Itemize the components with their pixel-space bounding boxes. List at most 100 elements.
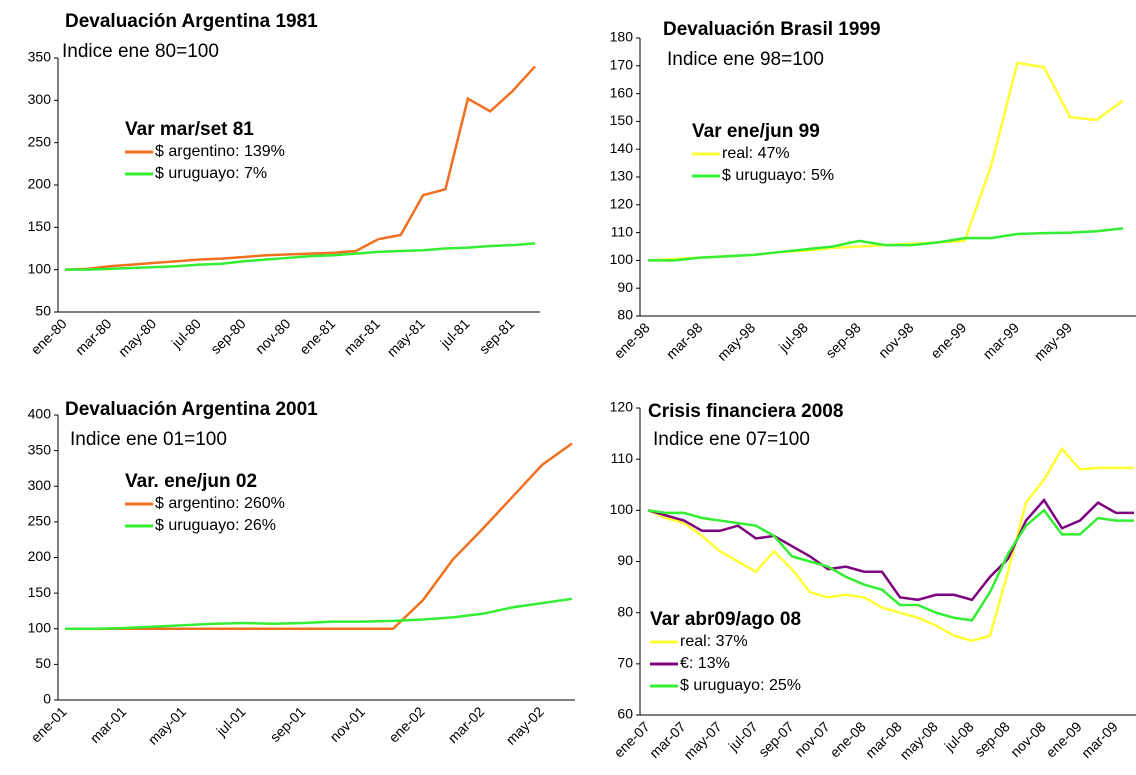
y-tick-label: 150 (28, 584, 52, 600)
x-tick-label: ene-80 (28, 315, 70, 357)
y-tick-label: 400 (28, 406, 52, 422)
y-tick-label: 250 (28, 133, 52, 149)
y-tick-label: 130 (610, 168, 634, 184)
y-tick-label: 50 (35, 303, 51, 319)
x-tick-label: sep-07 (755, 718, 797, 760)
series-line (65, 242, 536, 271)
x-tick-label: ene-01 (28, 703, 70, 745)
x-tick-label: sep-81 (476, 315, 518, 357)
x-tick-label: may-01 (145, 703, 189, 747)
x-tick-label: jul-81 (436, 315, 472, 351)
y-tick-label: 120 (610, 196, 634, 212)
series-line (64, 65, 536, 271)
series-line (647, 61, 1124, 262)
legend-label: real: 47% (722, 145, 790, 162)
y-tick-label: 350 (28, 441, 52, 457)
series-line (648, 227, 1124, 262)
legend-label: $ uruguayo: 5% (722, 167, 834, 184)
x-tick-label: may-98 (714, 319, 758, 363)
x-tick-label: mar-99 (980, 319, 1023, 362)
x-tick-label: jul-01 (212, 703, 248, 739)
chart-title: Crisis financiera 2008 (648, 401, 843, 422)
chart-subtitle: Indice ene 80=100 (62, 41, 219, 62)
x-tick-label: may-07 (680, 718, 724, 762)
legend-label: $ argentino: 260% (155, 495, 285, 512)
x-tick-label: nov-07 (791, 718, 833, 760)
legend-title: Var abr09/ago 08 (650, 609, 801, 630)
legend-label: €: 13% (680, 655, 730, 672)
legend-label: $ uruguayo: 7% (155, 165, 267, 182)
x-tick-label: sep-98 (822, 319, 864, 361)
chart-title: Devaluación Argentina 2001 (65, 399, 318, 420)
y-tick-label: 120 (610, 399, 634, 415)
y-tick-label: 110 (611, 223, 634, 239)
y-tick-label: 80 (617, 307, 633, 323)
x-tick-label: ene-98 (611, 319, 653, 361)
x-tick-label: mar-81 (340, 315, 383, 358)
y-tick-label: 200 (28, 176, 52, 192)
legend-label: $ uruguayo: 25% (680, 677, 801, 694)
y-tick-label: 160 (610, 84, 634, 100)
chart-title: Devaluación Argentina 1981 (65, 11, 318, 32)
series-line (647, 446, 1134, 643)
x-tick-label: nov-80 (252, 315, 294, 357)
y-tick-label: 90 (617, 279, 633, 295)
x-tick-label: sep-08 (971, 718, 1013, 760)
x-tick-label: sep-80 (207, 315, 249, 357)
y-tick-label: 100 (610, 501, 634, 517)
y-tick-label: 300 (28, 477, 52, 493)
y-tick-label: 150 (28, 218, 52, 234)
x-tick-label: mar-98 (663, 319, 706, 362)
legend-label: $ uruguayo: 26% (155, 517, 276, 534)
y-tick-label: 100 (610, 251, 634, 267)
legend-title: Var mar/set 81 (125, 119, 254, 140)
x-tick-label: mar-80 (72, 315, 115, 358)
x-tick-label: may-80 (115, 315, 159, 359)
y-tick-label: 140 (610, 140, 634, 156)
x-tick-label: ene-81 (296, 315, 338, 357)
chart-subtitle: Indice ene 07=100 (653, 429, 810, 450)
y-tick-label: 90 (617, 552, 633, 568)
y-tick-label: 50 (35, 655, 51, 671)
y-tick-label: 300 (28, 91, 52, 107)
x-tick-label: nov-98 (875, 319, 917, 361)
x-tick-label: mar-01 (87, 703, 130, 746)
chart-title: Devaluación Brasil 1999 (663, 19, 881, 40)
x-tick-label: may-81 (384, 315, 428, 359)
chart-subtitle: Indice ene 98=100 (667, 49, 824, 70)
y-tick-label: 180 (610, 29, 634, 45)
x-tick-label: jul-80 (168, 315, 204, 351)
legend-label: real: 37% (680, 633, 748, 650)
legend-title: Var. ene/jun 02 (125, 471, 257, 492)
series-line (647, 508, 1134, 622)
x-tick-label: ene-02 (385, 703, 427, 745)
x-tick-label: nov-08 (1007, 718, 1049, 760)
x-tick-label: ene-99 (927, 319, 969, 361)
x-tick-label: may-02 (503, 703, 547, 747)
y-tick-label: 0 (43, 691, 51, 707)
x-tick-label: may-99 (1031, 319, 1075, 363)
x-tick-label: mar-02 (445, 703, 488, 746)
series-line (647, 498, 1134, 602)
x-tick-label: jul-98 (775, 319, 811, 355)
y-tick-label: 100 (28, 619, 52, 635)
x-tick-label: mar-09 (1078, 718, 1121, 761)
y-tick-label: 110 (611, 450, 634, 466)
y-tick-label: 350 (28, 49, 52, 65)
y-tick-label: 150 (610, 112, 634, 128)
y-tick-label: 80 (617, 603, 633, 619)
y-tick-label: 250 (28, 513, 52, 529)
series-line (65, 597, 573, 630)
chart-subtitle: Indice ene 01=100 (70, 429, 227, 450)
x-tick-label: ene-08 (827, 718, 869, 760)
y-tick-label: 100 (28, 260, 52, 276)
x-tick-label: ene-09 (1043, 718, 1085, 760)
y-tick-label: 200 (28, 548, 52, 564)
x-tick-label: sep-01 (267, 703, 309, 745)
y-tick-label: 60 (617, 706, 633, 722)
x-tick-label: nov-01 (326, 703, 368, 745)
x-tick-label: ene-07 (611, 718, 653, 760)
x-tick-label: may-08 (896, 718, 940, 762)
legend-title: Var ene/jun 99 (692, 121, 820, 142)
legend-label: $ argentino: 139% (155, 143, 285, 160)
